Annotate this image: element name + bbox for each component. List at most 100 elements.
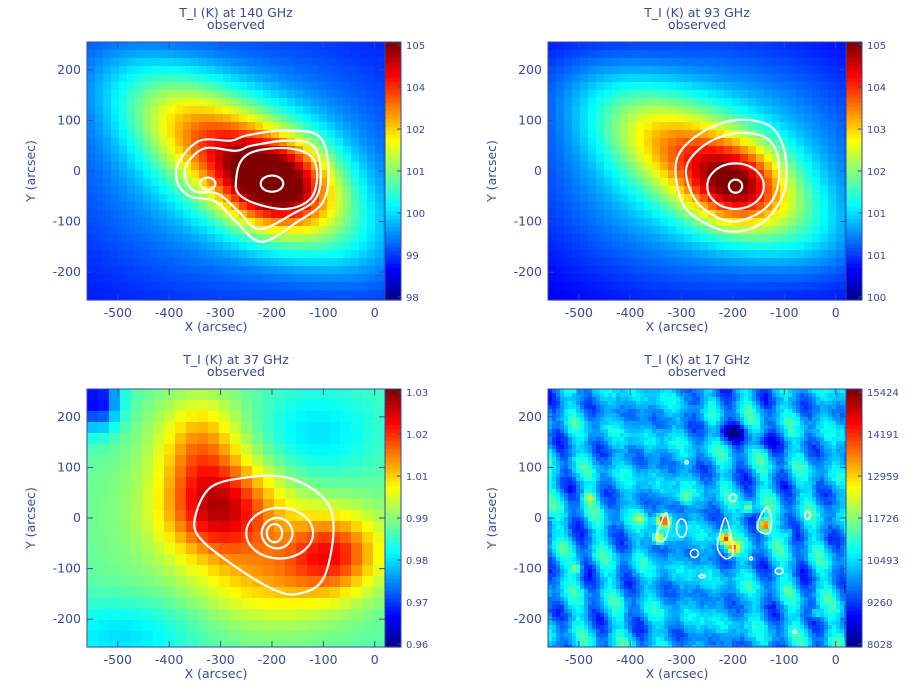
heatmap-cell bbox=[756, 210, 765, 219]
heatmap-cell bbox=[159, 106, 168, 115]
heatmap-cell bbox=[135, 274, 144, 283]
heatmap-cell bbox=[632, 641, 637, 646]
colorbar-swatch bbox=[846, 162, 862, 168]
heatmap-cell bbox=[367, 194, 376, 203]
heatmap-cell bbox=[608, 397, 613, 402]
heatmap-cell bbox=[788, 266, 797, 275]
heatmap-cell bbox=[318, 543, 330, 555]
heatmap-cell bbox=[164, 433, 176, 445]
heatmap-cell bbox=[319, 258, 328, 267]
heatmap-cell bbox=[159, 242, 168, 251]
heatmap-cell bbox=[668, 146, 677, 155]
heatmap-cell bbox=[271, 298, 280, 301]
heatmap-cell bbox=[620, 589, 625, 594]
heatmap-cell bbox=[604, 493, 609, 498]
heatmap-cell bbox=[263, 162, 272, 171]
heatmap-cell bbox=[375, 154, 384, 163]
panel-1-subtitle: observed bbox=[207, 17, 265, 32]
heatmap-cell bbox=[359, 162, 368, 171]
heatmap-cell bbox=[127, 210, 136, 219]
heatmap-cell bbox=[620, 637, 625, 642]
heatmap-cell bbox=[142, 389, 154, 401]
heatmap-cell bbox=[632, 409, 637, 414]
heatmap-cell bbox=[252, 554, 264, 566]
heatmap-cell bbox=[624, 425, 629, 430]
heatmap-cell bbox=[676, 258, 685, 267]
heatmap-cell bbox=[548, 389, 553, 394]
heatmap-cell bbox=[556, 489, 561, 494]
heatmap-cell bbox=[167, 242, 176, 251]
heatmap-cell bbox=[164, 400, 176, 412]
heatmap-cell bbox=[287, 162, 296, 171]
heatmap-cell bbox=[684, 298, 693, 301]
heatmap-cell bbox=[143, 266, 152, 275]
heatmap-cell bbox=[568, 481, 573, 486]
heatmap-cell bbox=[111, 98, 120, 107]
heatmap-cell bbox=[103, 218, 112, 227]
heatmap-cell bbox=[131, 422, 143, 434]
heatmap-cell bbox=[700, 234, 709, 243]
heatmap-cell bbox=[153, 411, 165, 423]
heatmap-cell bbox=[255, 258, 264, 267]
heatmap-cell bbox=[844, 74, 847, 83]
heatmap-cell bbox=[548, 621, 553, 626]
heatmap-cell bbox=[628, 122, 637, 131]
heatmap-cell bbox=[756, 42, 765, 51]
heatmap-cell bbox=[596, 605, 601, 610]
heatmap-cell bbox=[95, 258, 104, 267]
heatmap-cell bbox=[287, 218, 296, 227]
heatmap-cell bbox=[628, 413, 633, 418]
heatmap-cell bbox=[700, 178, 709, 187]
heatmap-cell bbox=[804, 114, 813, 123]
heatmap-cell bbox=[740, 90, 749, 99]
heatmap-cell bbox=[620, 509, 625, 514]
heatmap-cell bbox=[197, 532, 209, 544]
heatmap-cell bbox=[624, 477, 629, 482]
heatmap-cell bbox=[604, 521, 609, 526]
heatmap-cell bbox=[311, 170, 320, 179]
heatmap-cell bbox=[700, 58, 709, 67]
heatmap-cell bbox=[724, 274, 733, 283]
heatmap-cell bbox=[612, 170, 621, 179]
heatmap-cell bbox=[684, 274, 693, 283]
heatmap-cell bbox=[159, 122, 168, 131]
heatmap-cell bbox=[732, 274, 741, 283]
heatmap-cell bbox=[596, 266, 605, 275]
heatmap-cell bbox=[197, 488, 209, 500]
heatmap-cell bbox=[584, 473, 589, 478]
heatmap-cell bbox=[548, 565, 553, 570]
heatmap-cell bbox=[580, 597, 585, 602]
heatmap-cell bbox=[175, 543, 187, 555]
colorbar-swatch bbox=[385, 175, 401, 180]
heatmap-cell bbox=[252, 455, 264, 467]
heatmap-cell bbox=[340, 543, 352, 555]
heatmap-cell bbox=[319, 122, 328, 131]
heatmap-cell bbox=[600, 417, 605, 422]
heatmap-cell bbox=[231, 290, 240, 299]
heatmap-cell bbox=[788, 170, 797, 179]
heatmap-cell bbox=[271, 194, 280, 203]
panel-4-subtitle: observed bbox=[668, 364, 726, 379]
heatmap-cell bbox=[367, 258, 376, 267]
colorbar-swatch bbox=[385, 562, 401, 567]
heatmap-cell bbox=[668, 42, 677, 51]
heatmap-cell bbox=[604, 170, 613, 179]
heatmap-cell bbox=[608, 553, 613, 558]
heatmap-cell bbox=[596, 557, 601, 562]
heatmap-cell bbox=[255, 234, 264, 243]
heatmap-cell bbox=[230, 576, 242, 588]
heatmap-cell bbox=[560, 441, 565, 446]
heatmap-cell bbox=[247, 194, 256, 203]
heatmap-cell bbox=[307, 576, 319, 588]
heatmap-cell bbox=[844, 50, 847, 59]
heatmap-cell bbox=[271, 178, 280, 187]
heatmap-cell bbox=[230, 642, 242, 648]
heatmap-cell bbox=[207, 234, 216, 243]
heatmap-cell bbox=[700, 154, 709, 163]
heatmap-cell bbox=[588, 114, 597, 123]
heatmap-cell bbox=[548, 477, 553, 482]
heatmap-cell bbox=[247, 266, 256, 275]
heatmap-cell bbox=[98, 477, 110, 489]
heatmap-cell bbox=[164, 532, 176, 544]
heatmap-cell bbox=[383, 122, 386, 131]
